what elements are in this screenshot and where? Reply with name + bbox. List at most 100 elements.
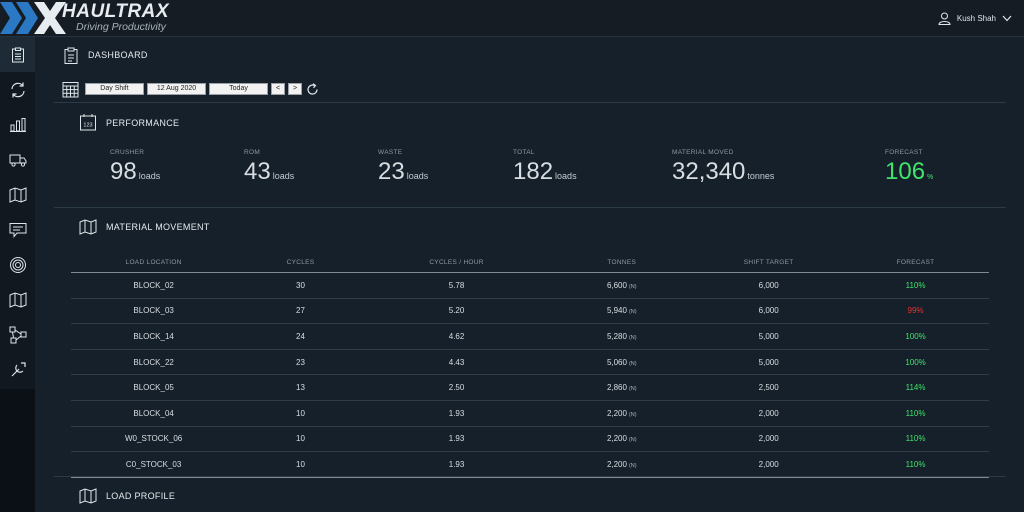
shift-target-cell: 5,000 [695,323,843,350]
shift-target-cell-value: 5,000 [758,331,779,341]
shift-target-cell-value: 5,000 [758,357,779,367]
kpi-value: 32,340 [672,158,746,185]
table-row[interactable]: BLOCK_03 27 5.20 5,940 (N) 6,000 99% [71,298,989,325]
calendar-icon[interactable] [62,81,79,98]
table-body: BLOCK_02 30 5.78 6,600 (N) 6,000 110% BLOCK_03 2… [71,272,989,478]
column-header[interactable]: CYCLES [236,253,365,273]
cycles-cell: 10 [236,426,365,453]
kpi-label: ROM [244,149,261,156]
cycles-cell: 30 [236,272,365,299]
forecast-cell-value: 100% [905,357,926,367]
shift-target-cell-value: 6,000 [758,306,779,316]
message-icon [9,222,26,238]
truck-icon [9,154,26,167]
date-field[interactable]: 12 Aug 2020 [147,83,206,95]
column-header[interactable]: LOAD LOCATION [71,253,237,273]
table-row[interactable]: BLOCK_14 24 4.62 5,280 (N) 5,000 100% [71,323,989,350]
table-row[interactable]: BLOCK_05 13 2.50 2,860 (N) 2,500 114% [71,374,989,401]
cycles-cell: 24 [236,323,365,350]
logo-chevrons-icon [0,2,66,34]
tools-icon [11,361,26,376]
tonnes-cell-value: 2,860 [606,383,627,393]
cycles-per-hour-cell: 5.20 [364,298,549,325]
shift-select[interactable]: Day Shift [85,83,144,95]
shift-target-cell: 2,000 [695,400,843,427]
tonnes-suffix: (N) [628,437,637,444]
forecast-cell-value: 100% [905,331,926,341]
load-profile-title: LOAD PROFILE [106,491,176,501]
cycles-cell: 13 [236,374,365,401]
refresh-icon[interactable] [306,82,319,96]
forecast-cell-value: 110% [905,408,926,418]
tonnes-cell: 2,860 (N) [548,374,696,401]
tonnes-cell: 2,200 (N) [548,400,696,427]
forecast-cell-value: 110% [905,434,926,444]
chevron-down-icon[interactable] [1002,15,1012,22]
page-title: DASHBOARD [88,50,148,60]
logo-text: HAULTRAX [62,1,170,22]
today-button[interactable]: Today [209,83,268,95]
shift-target-cell: 6,000 [695,298,843,325]
kpi-unit: loads [272,171,295,181]
tonnes-suffix: (N) [628,386,637,393]
shift-target-cell-value: 2,000 [758,434,779,444]
kpi-crusher: CRUSHER 98 loads [110,149,160,186]
kpi-label: WASTE [378,149,403,156]
location-cell: BLOCK_03 [71,298,237,325]
cycles-per-hour-cell-value: 1.93 [448,434,465,444]
table-row[interactable]: BLOCK_22 23 4.43 5,060 (N) 5,000 100% [71,349,989,376]
tonnes-cell-value: 2,200 [606,434,627,444]
performance-title: PERFORMANCE [106,118,180,128]
sidebar-item-messages[interactable] [0,212,35,247]
location-cell: BLOCK_04 [71,400,237,427]
location-cell-value: BLOCK_14 [133,331,174,341]
map-icon [79,219,97,235]
tonnes-suffix: (N) [628,462,637,469]
user-menu[interactable]: Kush Shah [938,11,1012,25]
table-row[interactable]: BLOCK_02 30 5.78 6,600 (N) 6,000 110% [71,272,989,299]
kpi-value: 43 [244,158,271,185]
date-controls: Day Shift 12 Aug 2020 Today < > [62,80,319,98]
sidebar-item-map[interactable] [0,177,35,212]
cycles-cell: 10 [236,451,365,478]
kpi-unit: loads [555,171,577,181]
sidebar-item-dashboard[interactable] [0,37,35,72]
cycles-per-hour-cell-value: 4.43 [448,357,465,367]
table-row[interactable]: BLOCK_04 10 1.93 2,200 (N) 2,000 110% [71,400,989,427]
cycles-per-hour-cell: 2.50 [364,374,549,401]
cycles-per-hour-cell-value: 1.93 [448,408,465,418]
tonnes-cell-value: 2,200 [606,408,627,418]
kpi-value: 106 [885,158,926,185]
prev-day-button[interactable]: < [271,83,285,95]
haultrax-logo[interactable]: HAULTRAX Driving Productivity [0,0,190,36]
cycles-cell-value: 30 [296,280,305,290]
column-header[interactable]: TONNES [548,253,696,273]
table-row[interactable]: C0_STOCK_03 10 1.93 2,200 (N) 2,000 110% [71,451,989,478]
sidebar-item-fleet[interactable] [0,142,35,177]
table-row[interactable]: W0_STOCK_06 10 1.93 2,200 (N) 2,000 110% [71,426,989,453]
tonnes-suffix: (N) [628,283,637,290]
shift-target-cell-value: 6,000 [758,280,779,290]
sidebar-item-locations[interactable] [0,282,35,317]
material-movement-table: LOAD LOCATION CYCLES CYCLES / HOUR TONNE… [71,253,989,478]
location-cell-value: BLOCK_04 [133,408,174,418]
forecast-cell: 110% [842,272,989,299]
kpi-material-moved: MATERIAL MOVED 32,340 tonnes [672,149,774,186]
tonnes-cell-value: 6,600 [606,280,627,290]
column-header[interactable]: FORECAST [842,253,989,273]
location-cell-value: BLOCK_02 [133,280,174,290]
column-header[interactable]: SHIFT TARGET [695,253,843,273]
sidebar-item-targets[interactable] [0,247,35,282]
tonnes-cell-value: 5,060 [606,357,627,367]
sidebar-item-cycles[interactable] [0,72,35,107]
column-header[interactable]: CYCLES / HOUR [364,253,549,273]
next-day-button[interactable]: > [288,83,302,95]
sidebar-item-network[interactable] [0,317,35,352]
cycles-cell-value: 23 [296,357,305,367]
tonnes-suffix: (N) [628,334,637,341]
kpi-label: CRUSHER [110,149,145,156]
cycles-per-hour-cell-value: 2.50 [448,383,465,393]
sidebar-item-settings[interactable] [0,352,35,387]
svg-text:123: 123 [83,123,92,129]
sidebar-item-reports[interactable] [0,107,35,142]
